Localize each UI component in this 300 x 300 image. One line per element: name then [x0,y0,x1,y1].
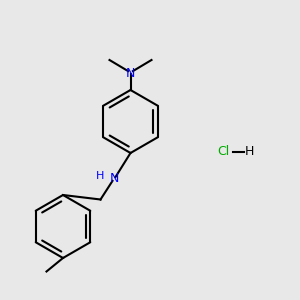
Text: N: N [109,172,119,185]
Text: H: H [96,171,105,181]
Text: H: H [244,145,254,158]
Text: N: N [126,67,135,80]
Text: Cl: Cl [218,145,230,158]
